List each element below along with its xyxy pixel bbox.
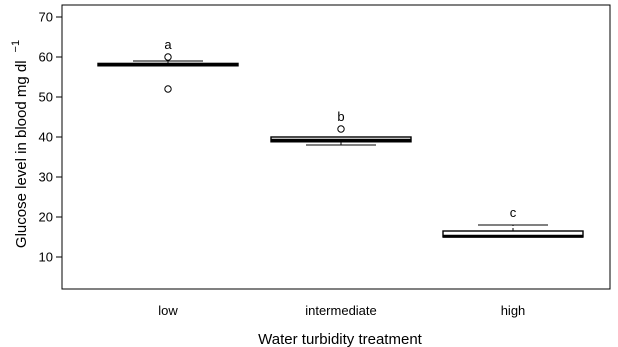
y-tick-label: 20 bbox=[39, 210, 53, 225]
x-axis-tick-labels: low intermediate high bbox=[158, 303, 525, 318]
box-high: c bbox=[442, 205, 584, 238]
y-tick-label: 50 bbox=[39, 90, 53, 105]
y-tick-label: 40 bbox=[39, 130, 53, 145]
x-tick-label-low: low bbox=[158, 303, 178, 318]
boxes-layer: a b c bbox=[97, 37, 584, 238]
x-axis-title: Water turbidity treatment bbox=[258, 331, 422, 347]
outlier-point bbox=[164, 53, 172, 61]
outlier-point bbox=[164, 85, 172, 93]
x-tick-label-intermediate: intermediate bbox=[305, 303, 377, 318]
y-tick-label: 10 bbox=[39, 250, 53, 265]
x-tick-label-high: high bbox=[501, 303, 526, 318]
significance-letter: c bbox=[510, 205, 517, 220]
box-low: a bbox=[97, 37, 239, 93]
y-axis-title-main: Glucose level in blood mg dl bbox=[13, 60, 30, 248]
y-axis-title: Glucose level in blood mg dl −1 bbox=[10, 40, 30, 248]
y-tick-label: 70 bbox=[39, 10, 53, 25]
y-axis-title-superscript: −1 bbox=[10, 40, 22, 53]
significance-letter: a bbox=[164, 37, 172, 52]
y-axis-ticks: 10 20 30 40 50 60 70 bbox=[39, 10, 62, 265]
significance-letter: b bbox=[337, 109, 344, 124]
plot-area-frame bbox=[61, 4, 611, 290]
box-intermediate: b bbox=[270, 109, 412, 146]
y-tick-label: 60 bbox=[39, 50, 53, 65]
y-tick-label: 30 bbox=[39, 170, 53, 185]
outlier-point bbox=[337, 125, 345, 133]
